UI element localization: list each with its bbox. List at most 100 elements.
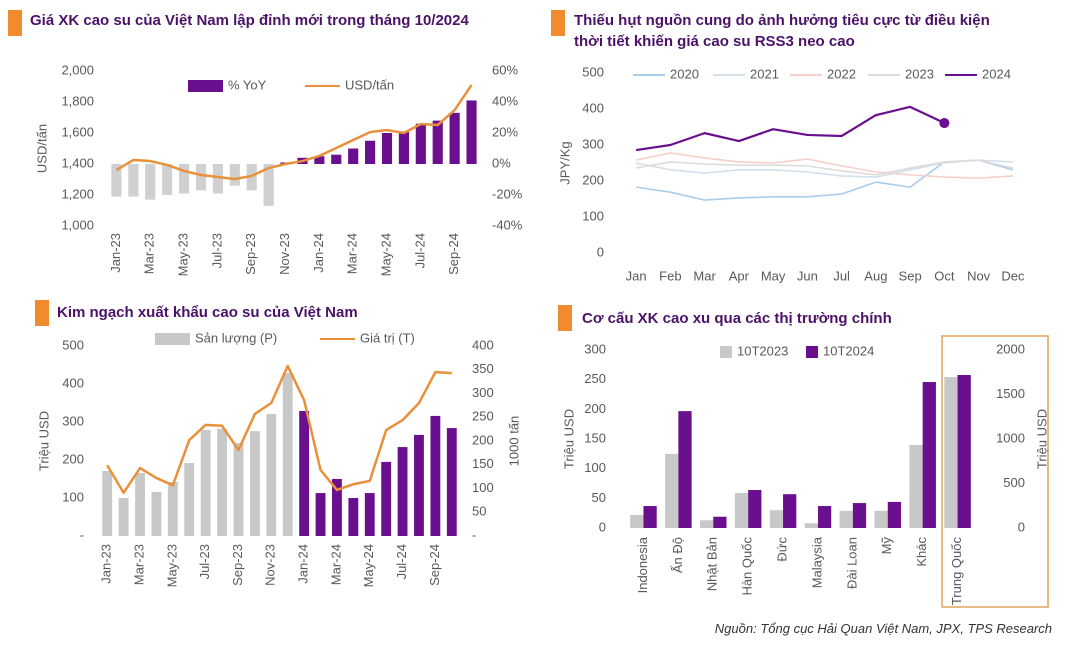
bar [957, 375, 971, 528]
x-tick-label: Sep-23 [243, 233, 258, 275]
bar [128, 164, 139, 197]
bar [331, 154, 342, 164]
y-tick-label: 2,000 [61, 62, 94, 77]
y-tick-label: 0 [599, 519, 606, 534]
y-tick-label: 20% [492, 124, 518, 139]
x-tick-label: Khác [914, 537, 929, 567]
bar [643, 506, 657, 528]
line [635, 105, 945, 152]
bar [665, 453, 679, 528]
y-tick-label: 250 [584, 371, 606, 386]
x-tick-label: Jul-23 [197, 544, 212, 579]
x-tick-label: Jul-24 [394, 544, 409, 579]
y-tick-label: 60% [492, 62, 518, 77]
bar [266, 414, 277, 536]
bar [874, 510, 888, 528]
x-tick-label: Nov-23 [263, 544, 278, 586]
bar [145, 164, 156, 200]
y-tick-label: 1500 [996, 386, 1025, 401]
y-tick-label: 1,000 [61, 217, 94, 232]
y-tick-label: 1,600 [61, 124, 94, 139]
bar [678, 411, 692, 528]
bar [111, 164, 122, 197]
y-tick-label: 150 [584, 430, 606, 445]
y-tick-label: -20% [492, 186, 523, 201]
y-tick-label: 300 [584, 341, 606, 356]
y-tick-label: 100 [62, 489, 84, 504]
y-tick-label: 1,400 [61, 155, 94, 170]
bar [184, 463, 195, 536]
y-tick-label: 350 [472, 361, 494, 376]
legend-label: 2021 [750, 66, 779, 81]
y2-axis-label: Triệu USD [1034, 409, 1049, 469]
bar [769, 510, 784, 528]
x-tick-label: Jul-24 [412, 233, 427, 268]
y-tick-label: 1,200 [61, 186, 94, 201]
y-tick-label: 300 [582, 136, 604, 151]
bar [314, 156, 325, 164]
x-tick-label: Malaysia [809, 536, 824, 588]
legend-swatch [155, 333, 190, 345]
bar [944, 376, 958, 528]
bar [151, 491, 162, 536]
legend-label: Sản lượng (P) [195, 330, 277, 345]
y-tick-label: 1,800 [61, 93, 94, 108]
y-tick-label: 400 [62, 375, 84, 390]
legend-label: Giá trị (T) [360, 330, 415, 345]
y-tick-label: 200 [472, 432, 494, 447]
bar [748, 490, 762, 528]
y-tick-label: 1000 [996, 430, 1025, 445]
x-tick-label: Jun [797, 268, 818, 283]
x-tick-label: Mar-24 [328, 544, 343, 585]
legend-label: 10T2024 [823, 343, 874, 358]
bar [249, 431, 260, 536]
bar [233, 442, 244, 536]
y-tick-label: - [80, 527, 84, 542]
y-tick-label: 400 [582, 100, 604, 115]
x-tick-label: May-24 [378, 233, 393, 276]
x-tick-label: Ấn Độ [670, 537, 685, 573]
line [635, 159, 1013, 178]
x-tick-label: Nhật Bản [705, 537, 720, 591]
bar [922, 382, 936, 528]
y-tick-label: 50 [472, 504, 486, 519]
y-tick-label: -40% [492, 217, 523, 232]
y-tick-label: 0 [597, 244, 604, 259]
bar [713, 516, 727, 528]
line [635, 159, 1014, 176]
chart-title: Giá XK cao su của Việt Nam lập đỉnh mới … [30, 12, 469, 29]
y-axis-label: USD/tấn [34, 124, 49, 173]
x-tick-label: Jan [626, 268, 647, 283]
y-tick-label: 500 [62, 337, 84, 352]
line [115, 84, 473, 181]
x-tick-label: Mỹ [879, 537, 894, 555]
x-tick-label: Jan-24 [311, 233, 326, 273]
bar [332, 479, 342, 536]
legend-swatch [188, 80, 223, 92]
bar [783, 494, 797, 528]
bar [430, 415, 441, 536]
bar [348, 498, 359, 536]
x-tick-label: Indonesia [635, 536, 650, 593]
legend-label: 2023 [905, 66, 934, 81]
x-tick-label: May-23 [176, 233, 191, 276]
y-tick-label: 200 [584, 401, 606, 416]
x-tick-label: Jan-23 [108, 233, 123, 273]
legend-label: 2024 [982, 66, 1011, 81]
x-tick-label: Đài Loan [844, 537, 859, 589]
bar [263, 164, 274, 206]
title-marker [35, 300, 49, 326]
bar [381, 133, 393, 164]
bar [212, 164, 223, 194]
x-tick-label: Sep-24 [446, 233, 461, 275]
bar [229, 164, 240, 186]
bar [734, 492, 749, 528]
legend-label: USD/tấn [345, 77, 394, 92]
legend-swatch [720, 346, 732, 358]
x-tick-label: Đức [774, 537, 789, 562]
bar [315, 493, 326, 536]
line [636, 159, 1014, 201]
bar [195, 164, 207, 191]
